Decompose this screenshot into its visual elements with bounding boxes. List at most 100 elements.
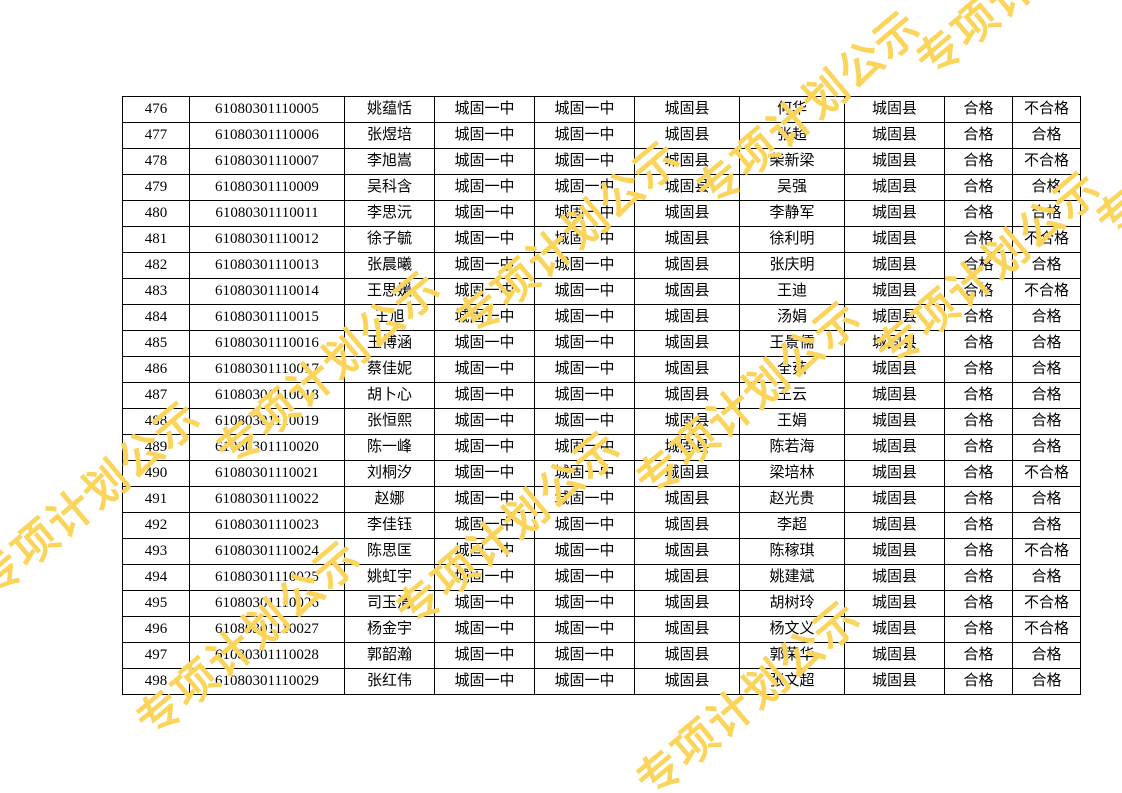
cell-registered-school: 城固一中 [534, 668, 635, 695]
cell-county: 城固县 [634, 96, 740, 123]
cell-check-one: 合格 [944, 330, 1013, 357]
cell-name: 王旭 [344, 304, 435, 331]
cell-school: 城固一中 [434, 174, 535, 201]
cell-check-one: 合格 [944, 668, 1013, 695]
cell-seq: 488 [122, 408, 190, 435]
cell-check-two: 合格 [1012, 382, 1081, 409]
cell-county: 城固县 [634, 408, 740, 435]
cell-registered-school: 城固一中 [534, 330, 635, 357]
cell-exam-number: 61080301110015 [189, 304, 345, 331]
cell-hukou-location: 城固县 [844, 356, 945, 383]
cell-guardian: 郭荣华 [739, 642, 845, 669]
cell-registered-school: 城固一中 [534, 226, 635, 253]
cell-registered-school: 城固一中 [534, 460, 635, 487]
cell-hukou-location: 城固县 [844, 408, 945, 435]
cell-guardian: 全茹 [739, 356, 845, 383]
table-row: 492 61080301110023 李佳钰 城固一中 城固一中 城固县 李超 城固县 合格 合格 [122, 512, 1081, 539]
cell-hukou-location: 城固县 [844, 486, 945, 513]
table-row: 477 61080301110006 张煜培 城固一中 城固一中 城固县 张超 城固县 合格 合格 [122, 122, 1081, 149]
cell-registered-school: 城固一中 [534, 512, 635, 539]
cell-guardian: 梁培林 [739, 460, 845, 487]
cell-hukou-location: 城固县 [844, 564, 945, 591]
cell-school: 城固一中 [434, 226, 535, 253]
cell-school: 城固一中 [434, 356, 535, 383]
cell-name: 郭韶瀚 [344, 642, 435, 669]
cell-exam-number: 61080301110012 [189, 226, 345, 253]
cell-exam-number: 61080301110021 [189, 460, 345, 487]
cell-seq: 491 [122, 486, 190, 513]
cell-hukou-location: 城固县 [844, 278, 945, 305]
cell-county: 城固县 [634, 564, 740, 591]
cell-name: 陈一峰 [344, 434, 435, 461]
cell-exam-number: 61080301110017 [189, 356, 345, 383]
cell-exam-number: 61080301110029 [189, 668, 345, 695]
cell-registered-school: 城固一中 [534, 174, 635, 201]
cell-guardian: 何华 [739, 96, 845, 123]
table-row: 484 61080301110015 王旭 城固一中 城固一中 城固县 汤娟 城固县 合格 合格 [122, 304, 1081, 331]
cell-check-two: 合格 [1012, 408, 1081, 435]
cell-check-two: 合格 [1012, 486, 1081, 513]
table-row: 498 61080301110029 张红伟 城固一中 城固一中 城固县 张文超 城固县 合格合… [122, 668, 1081, 695]
cell-seq: 497 [122, 642, 190, 669]
cell-school: 城固一中 [434, 564, 535, 591]
cell-hukou-location: 城固县 [844, 304, 945, 331]
cell-exam-number: 61080301110027 [189, 616, 345, 643]
cell-county: 城固县 [634, 460, 740, 487]
cell-check-two: 合格 [1012, 434, 1081, 461]
cell-seq: 477 [122, 122, 190, 149]
cell-exam-number: 61080301110019 [189, 408, 345, 435]
cell-school: 城固一中 [434, 148, 535, 175]
cell-guardian: 徐利明 [739, 226, 845, 253]
cell-school: 城固一中 [434, 382, 535, 409]
cell-seq: 482 [122, 252, 190, 279]
cell-check-two: 合格 [1012, 200, 1081, 227]
cell-school: 城固一中 [434, 408, 535, 435]
table-row: 490 61080301110021 刘桐汐 城固一中 城固一中 城固县 梁培林 城固县 合格不… [122, 460, 1081, 487]
cell-check-one: 合格 [944, 96, 1013, 123]
cell-exam-number: 61080301110022 [189, 486, 345, 513]
cell-check-one: 合格 [944, 434, 1013, 461]
table-row: 489 61080301110020 陈一峰 城固一中 城固一中 城固县 陈若海 城固县 合格合… [122, 434, 1081, 461]
cell-seq: 496 [122, 616, 190, 643]
cell-hukou-location: 城固县 [844, 434, 945, 461]
cell-check-two: 合格 [1012, 564, 1081, 591]
cell-check-two: 不合格 [1012, 96, 1081, 123]
cell-check-one: 合格 [944, 616, 1013, 643]
cell-school: 城固一中 [434, 460, 535, 487]
table-row: 487 61080301110018 胡卜心 城固一中 城固一中 城固县 王云 城固县 合格 合格 [122, 382, 1081, 409]
cell-hukou-location: 城固县 [844, 382, 945, 409]
cell-check-one: 合格 [944, 512, 1013, 539]
cell-exam-number: 61080301110014 [189, 278, 345, 305]
cell-exam-number: 61080301110025 [189, 564, 345, 591]
cell-county: 城固县 [634, 330, 740, 357]
cell-guardian: 柴新梁 [739, 148, 845, 175]
cell-check-two: 合格 [1012, 122, 1081, 149]
cell-county: 城固县 [634, 278, 740, 305]
cell-name: 赵娜 [344, 486, 435, 513]
cell-name: 张恒熙 [344, 408, 435, 435]
cell-seq: 478 [122, 148, 190, 175]
cell-check-one: 合格 [944, 538, 1013, 565]
cell-guardian: 杨文义 [739, 616, 845, 643]
cell-registered-school: 城固一中 [534, 434, 635, 461]
cell-guardian: 陈若海 [739, 434, 845, 461]
cell-seq: 492 [122, 512, 190, 539]
cell-check-two: 不合格 [1012, 226, 1081, 253]
cell-check-one: 合格 [944, 486, 1013, 513]
table-row: 476 61080301110005 姚蕴恬 城固一中 城固一中 城固县 何华 城固县 合格 不合… [122, 96, 1081, 123]
cell-name: 蔡佳妮 [344, 356, 435, 383]
cell-county: 城固县 [634, 148, 740, 175]
cell-seq: 494 [122, 564, 190, 591]
cell-guardian: 李静军 [739, 200, 845, 227]
cell-name: 王博涵 [344, 330, 435, 357]
cell-hukou-location: 城固县 [844, 252, 945, 279]
cell-name: 张晨曦 [344, 252, 435, 279]
cell-county: 城固县 [634, 304, 740, 331]
cell-hukou-location: 城固县 [844, 460, 945, 487]
cell-school: 城固一中 [434, 590, 535, 617]
cell-guardian: 姚建斌 [739, 564, 845, 591]
cell-county: 城固县 [634, 356, 740, 383]
cell-hukou-location: 城固县 [844, 122, 945, 149]
cell-name: 姚虹宇 [344, 564, 435, 591]
